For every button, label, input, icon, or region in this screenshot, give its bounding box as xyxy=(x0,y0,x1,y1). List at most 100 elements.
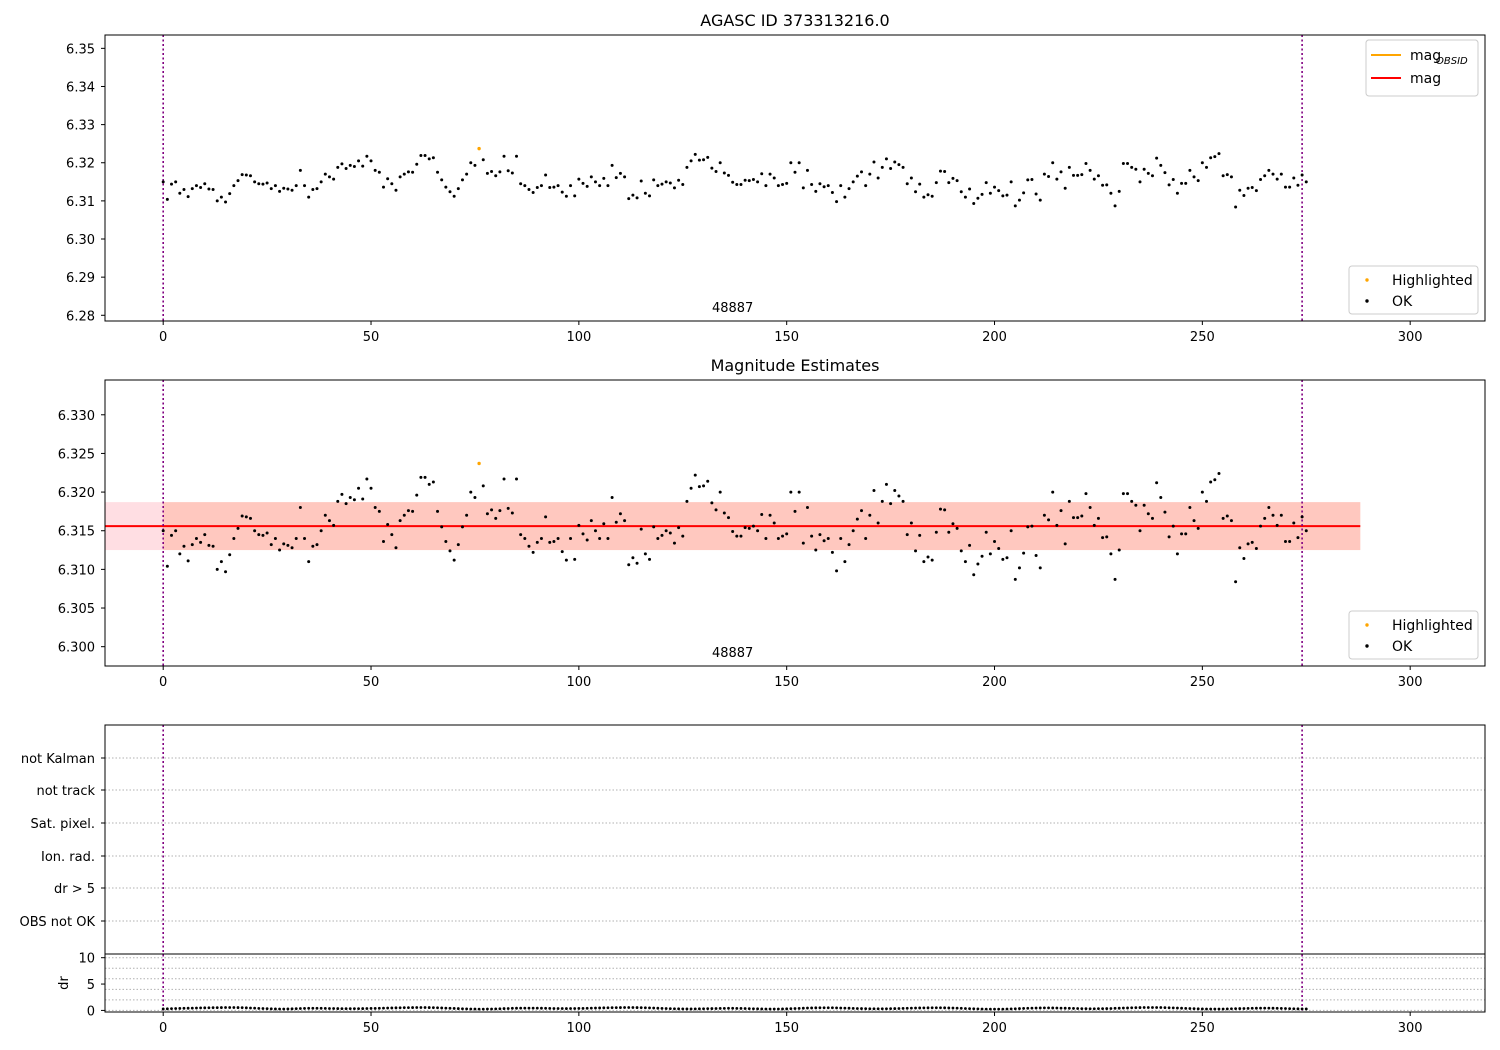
panel3-dr-point xyxy=(315,1006,319,1010)
panel1-ok-point xyxy=(269,187,273,191)
panel2-ok-point xyxy=(926,555,930,559)
panel2-ok-point xyxy=(527,544,531,548)
panel2-legend-line-label: mag xyxy=(1410,71,1441,87)
panel3-dr-point xyxy=(1138,1006,1142,1009)
panel1-ok-point xyxy=(776,184,780,188)
panel1-ok-point xyxy=(423,154,427,158)
panel2-ok-point xyxy=(427,482,431,486)
panel2-ok-point xyxy=(685,499,689,503)
panel1-ok-point xyxy=(194,184,198,188)
panel1-ok-point xyxy=(1196,179,1200,183)
panel3-dr-point xyxy=(718,1007,722,1010)
panel2-ok-point xyxy=(552,540,556,544)
panel1-ok-point xyxy=(1292,176,1296,180)
panel3-dr-point xyxy=(502,1007,506,1010)
panel3-flag-label: Ion. rad. xyxy=(41,850,95,865)
panel3-dr-point xyxy=(510,1006,514,1010)
panel2-ok-point xyxy=(248,516,252,520)
panel3-dr-point xyxy=(1005,1007,1009,1011)
panel3-dr-point xyxy=(535,1006,539,1010)
panel2-ok-point xyxy=(598,536,602,540)
panel1-xtick-label: 300 xyxy=(1398,330,1423,345)
panel2-ok-point xyxy=(764,536,768,540)
panel3-dr-point xyxy=(431,1006,435,1010)
panel2-ok-point xyxy=(207,543,211,547)
panel1-ok-point xyxy=(860,170,864,174)
panel2-obsid-label: 48887 xyxy=(712,646,753,661)
panel3-dr-point xyxy=(1171,1006,1175,1010)
panel3-dr-point xyxy=(822,1006,826,1010)
panel3-dr-point xyxy=(930,1006,934,1010)
panel2-ok-point xyxy=(1013,577,1017,581)
panel1-ok-point xyxy=(323,172,327,176)
panel3-dr-point xyxy=(764,1007,768,1011)
panel3-dr-point xyxy=(731,1006,735,1010)
panel2-ok-point xyxy=(801,541,805,545)
panel2-ok-point xyxy=(319,529,323,533)
panel1-ok-point xyxy=(539,184,543,188)
panel3-dr-point xyxy=(631,1006,635,1009)
panel2-ok-point xyxy=(976,562,980,566)
panel3-dr-point xyxy=(195,1006,198,1010)
panel3-dr-point xyxy=(897,1007,901,1010)
panel2-ok-point xyxy=(386,523,390,527)
panel3-dr-point xyxy=(1155,1006,1159,1009)
panel3-dr-point xyxy=(1088,1007,1092,1011)
panel1-ok-point xyxy=(1188,168,1192,172)
panel1-ok-point xyxy=(1013,204,1017,208)
panel2-ok-point xyxy=(1242,557,1246,561)
panel1-ok-point xyxy=(822,185,826,189)
panel2-ok-point xyxy=(1017,566,1021,570)
panel2-legend-point-swatch xyxy=(1365,644,1369,648)
panel1-ok-point xyxy=(469,161,473,165)
panel2-ok-point xyxy=(1105,535,1109,539)
panel2-ok-point xyxy=(1163,510,1167,514)
panel3-dr-point xyxy=(681,1007,685,1011)
panel3-dr-point xyxy=(269,1007,273,1011)
panel1-ok-point xyxy=(706,155,710,159)
panel3-dr-point xyxy=(793,1007,797,1010)
panel2-ok-point xyxy=(348,495,352,499)
panel1-ok-point xyxy=(278,189,282,193)
panel2-ok-point xyxy=(165,564,169,568)
panel1-ok-point xyxy=(1150,174,1154,178)
panel1-ok-point xyxy=(1296,183,1300,187)
panel2-ok-point xyxy=(577,523,581,527)
panel3-dr-point xyxy=(211,1006,215,1010)
panel1-ok-point xyxy=(377,170,381,174)
panel3-dr-point xyxy=(639,1006,643,1010)
panel2-ok-point xyxy=(847,543,851,547)
panel1-ok-point xyxy=(1034,192,1038,196)
panel2-ok-point xyxy=(564,558,568,562)
panel1-ok-point xyxy=(494,174,498,178)
panel2-ok-point xyxy=(947,530,951,534)
panel1-ok-point xyxy=(851,180,855,184)
panel1-ok-point xyxy=(677,178,681,182)
panel2-ok-point xyxy=(860,509,864,513)
panel2-ok-point xyxy=(1192,519,1196,523)
panel3-dr-point xyxy=(939,1006,942,1010)
panel2-ok-point xyxy=(984,530,988,534)
panel3-dr-point xyxy=(743,1007,747,1010)
panel3-dr-point xyxy=(215,1006,219,1010)
panel2-ytick-label: 6.300 xyxy=(58,641,95,656)
panel1-ok-point xyxy=(747,179,751,183)
panel1-ok-point xyxy=(1167,183,1171,187)
panel2-ok-point xyxy=(481,484,485,488)
panel2-ok-point xyxy=(747,526,751,530)
panel1-ok-point xyxy=(215,199,219,203)
panel1-ok-point xyxy=(365,154,369,158)
panel3-dr-point xyxy=(436,1006,439,1010)
panel1-ok-point xyxy=(261,182,265,186)
panel2-ok-point xyxy=(1092,523,1096,527)
panel2-ok-point xyxy=(818,533,822,537)
panel1-ok-point xyxy=(1080,173,1084,177)
panel1-ok-point xyxy=(714,170,718,174)
panel3-dr-point xyxy=(373,1006,377,1010)
panel1-ok-point xyxy=(224,200,228,204)
panel2-ok-point xyxy=(652,525,656,529)
panel2-ok-point xyxy=(510,511,514,515)
panel2-ok-point xyxy=(219,560,223,564)
panel1-ok-point xyxy=(456,187,460,191)
